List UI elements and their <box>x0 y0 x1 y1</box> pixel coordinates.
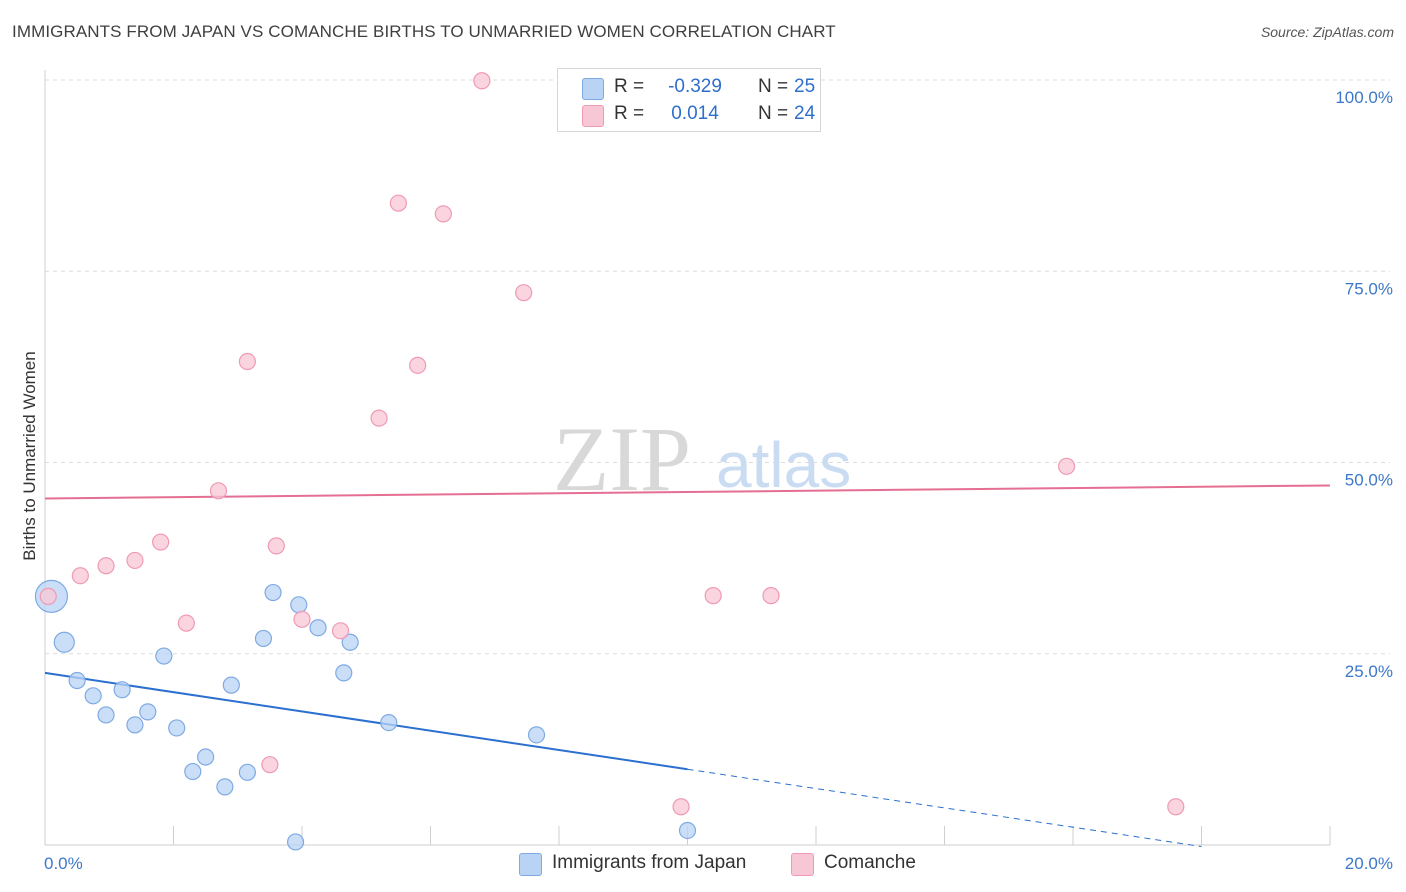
japan-point <box>113 681 131 699</box>
legend-label: Immigrants from Japan <box>552 852 747 873</box>
comanche-point <box>704 587 722 605</box>
stats-legend: R = -0.329 N = 25 R = 0.014 N = 24 <box>557 68 821 132</box>
comanche-point <box>389 194 407 212</box>
japan-point <box>678 821 697 840</box>
japan-trend-line <box>44 671 688 771</box>
watermark: ZIP atlas <box>553 408 851 510</box>
y-tick-label: 100.0% <box>1335 88 1393 107</box>
y-tick-label: 25.0% <box>1345 662 1393 681</box>
japan-point <box>216 778 234 796</box>
comanche-point <box>672 798 690 816</box>
japan-swatch <box>582 78 604 100</box>
y-axis-label: Births to Unmarried Women <box>20 351 39 560</box>
watermark-atlas: atlas <box>716 429 851 501</box>
n-label: N = <box>758 103 789 124</box>
japan-point <box>155 647 173 665</box>
r-label: R = <box>614 76 645 97</box>
chart-title: IMMIGRANTS FROM JAPAN VS COMANCHE BIRTHS… <box>12 22 836 41</box>
points-layer <box>34 72 1185 851</box>
tick-label-layer: 25.0% 50.0% 75.0% 100.0% 0.0% 20.0% <box>44 88 1393 873</box>
japan-point <box>527 726 546 744</box>
comanche-point <box>71 567 89 585</box>
comanche-point <box>177 614 195 632</box>
n-value: 25 <box>794 76 816 97</box>
japan-point <box>335 664 353 682</box>
japan-point <box>264 583 282 602</box>
x-tick-label: 0.0% <box>44 854 83 873</box>
japan-point <box>290 596 308 614</box>
source-note: Source: ZipAtlas.com <box>1260 24 1394 40</box>
comanche-point <box>209 482 228 500</box>
comanche-point <box>473 72 491 90</box>
japan-point <box>184 762 202 781</box>
n-value: 24 <box>794 103 816 124</box>
comanche-point <box>434 205 452 223</box>
comanche-point <box>1057 457 1076 475</box>
comanche-trend-line <box>44 484 1331 500</box>
comanche-point <box>152 533 170 551</box>
comanche-point <box>1167 798 1185 816</box>
japan-point <box>286 833 305 851</box>
comanche-point <box>331 622 350 640</box>
japan-point <box>197 748 215 766</box>
trend-layer <box>44 484 1331 848</box>
japan-point <box>68 671 86 690</box>
r-value: -0.329 <box>668 76 722 97</box>
japan-swatch <box>519 853 542 876</box>
n-label: N = <box>758 76 789 97</box>
comanche-swatch <box>582 105 604 127</box>
x-tick-label: 20.0% <box>1345 854 1393 873</box>
japan-point <box>341 633 359 651</box>
comanche-point <box>97 557 115 575</box>
comanche-point <box>126 551 144 570</box>
comanche-point <box>515 284 533 302</box>
japan-point <box>238 763 256 781</box>
comanche-point <box>238 352 256 371</box>
japan-point <box>139 703 157 721</box>
axis-layer <box>44 70 1331 846</box>
comanche-point <box>409 356 427 374</box>
japan-point <box>380 713 398 732</box>
japan-point <box>97 706 115 724</box>
comanche-point <box>293 610 311 628</box>
japan-point <box>254 629 273 648</box>
grid-layer <box>45 79 1390 655</box>
comanche-point <box>39 587 57 605</box>
japan-point <box>222 676 240 694</box>
r-label: R = <box>614 103 645 124</box>
comanche-point <box>370 409 388 427</box>
japan-trend-extension <box>687 768 1202 848</box>
r-value: 0.014 <box>671 103 719 124</box>
comanche-point <box>261 756 279 774</box>
japan-point <box>53 631 75 653</box>
y-tick-label: 50.0% <box>1345 471 1393 490</box>
japan-point <box>309 619 327 637</box>
japan-point <box>84 687 102 705</box>
comanche-swatch <box>791 853 814 876</box>
comanche-point <box>267 537 285 555</box>
japan-point <box>168 719 186 737</box>
y-tick-label: 75.0% <box>1345 279 1393 298</box>
legend-label: Comanche <box>824 852 916 873</box>
comanche-point <box>762 587 780 605</box>
japan-point <box>126 716 144 734</box>
watermark-zip: ZIP <box>553 408 691 510</box>
